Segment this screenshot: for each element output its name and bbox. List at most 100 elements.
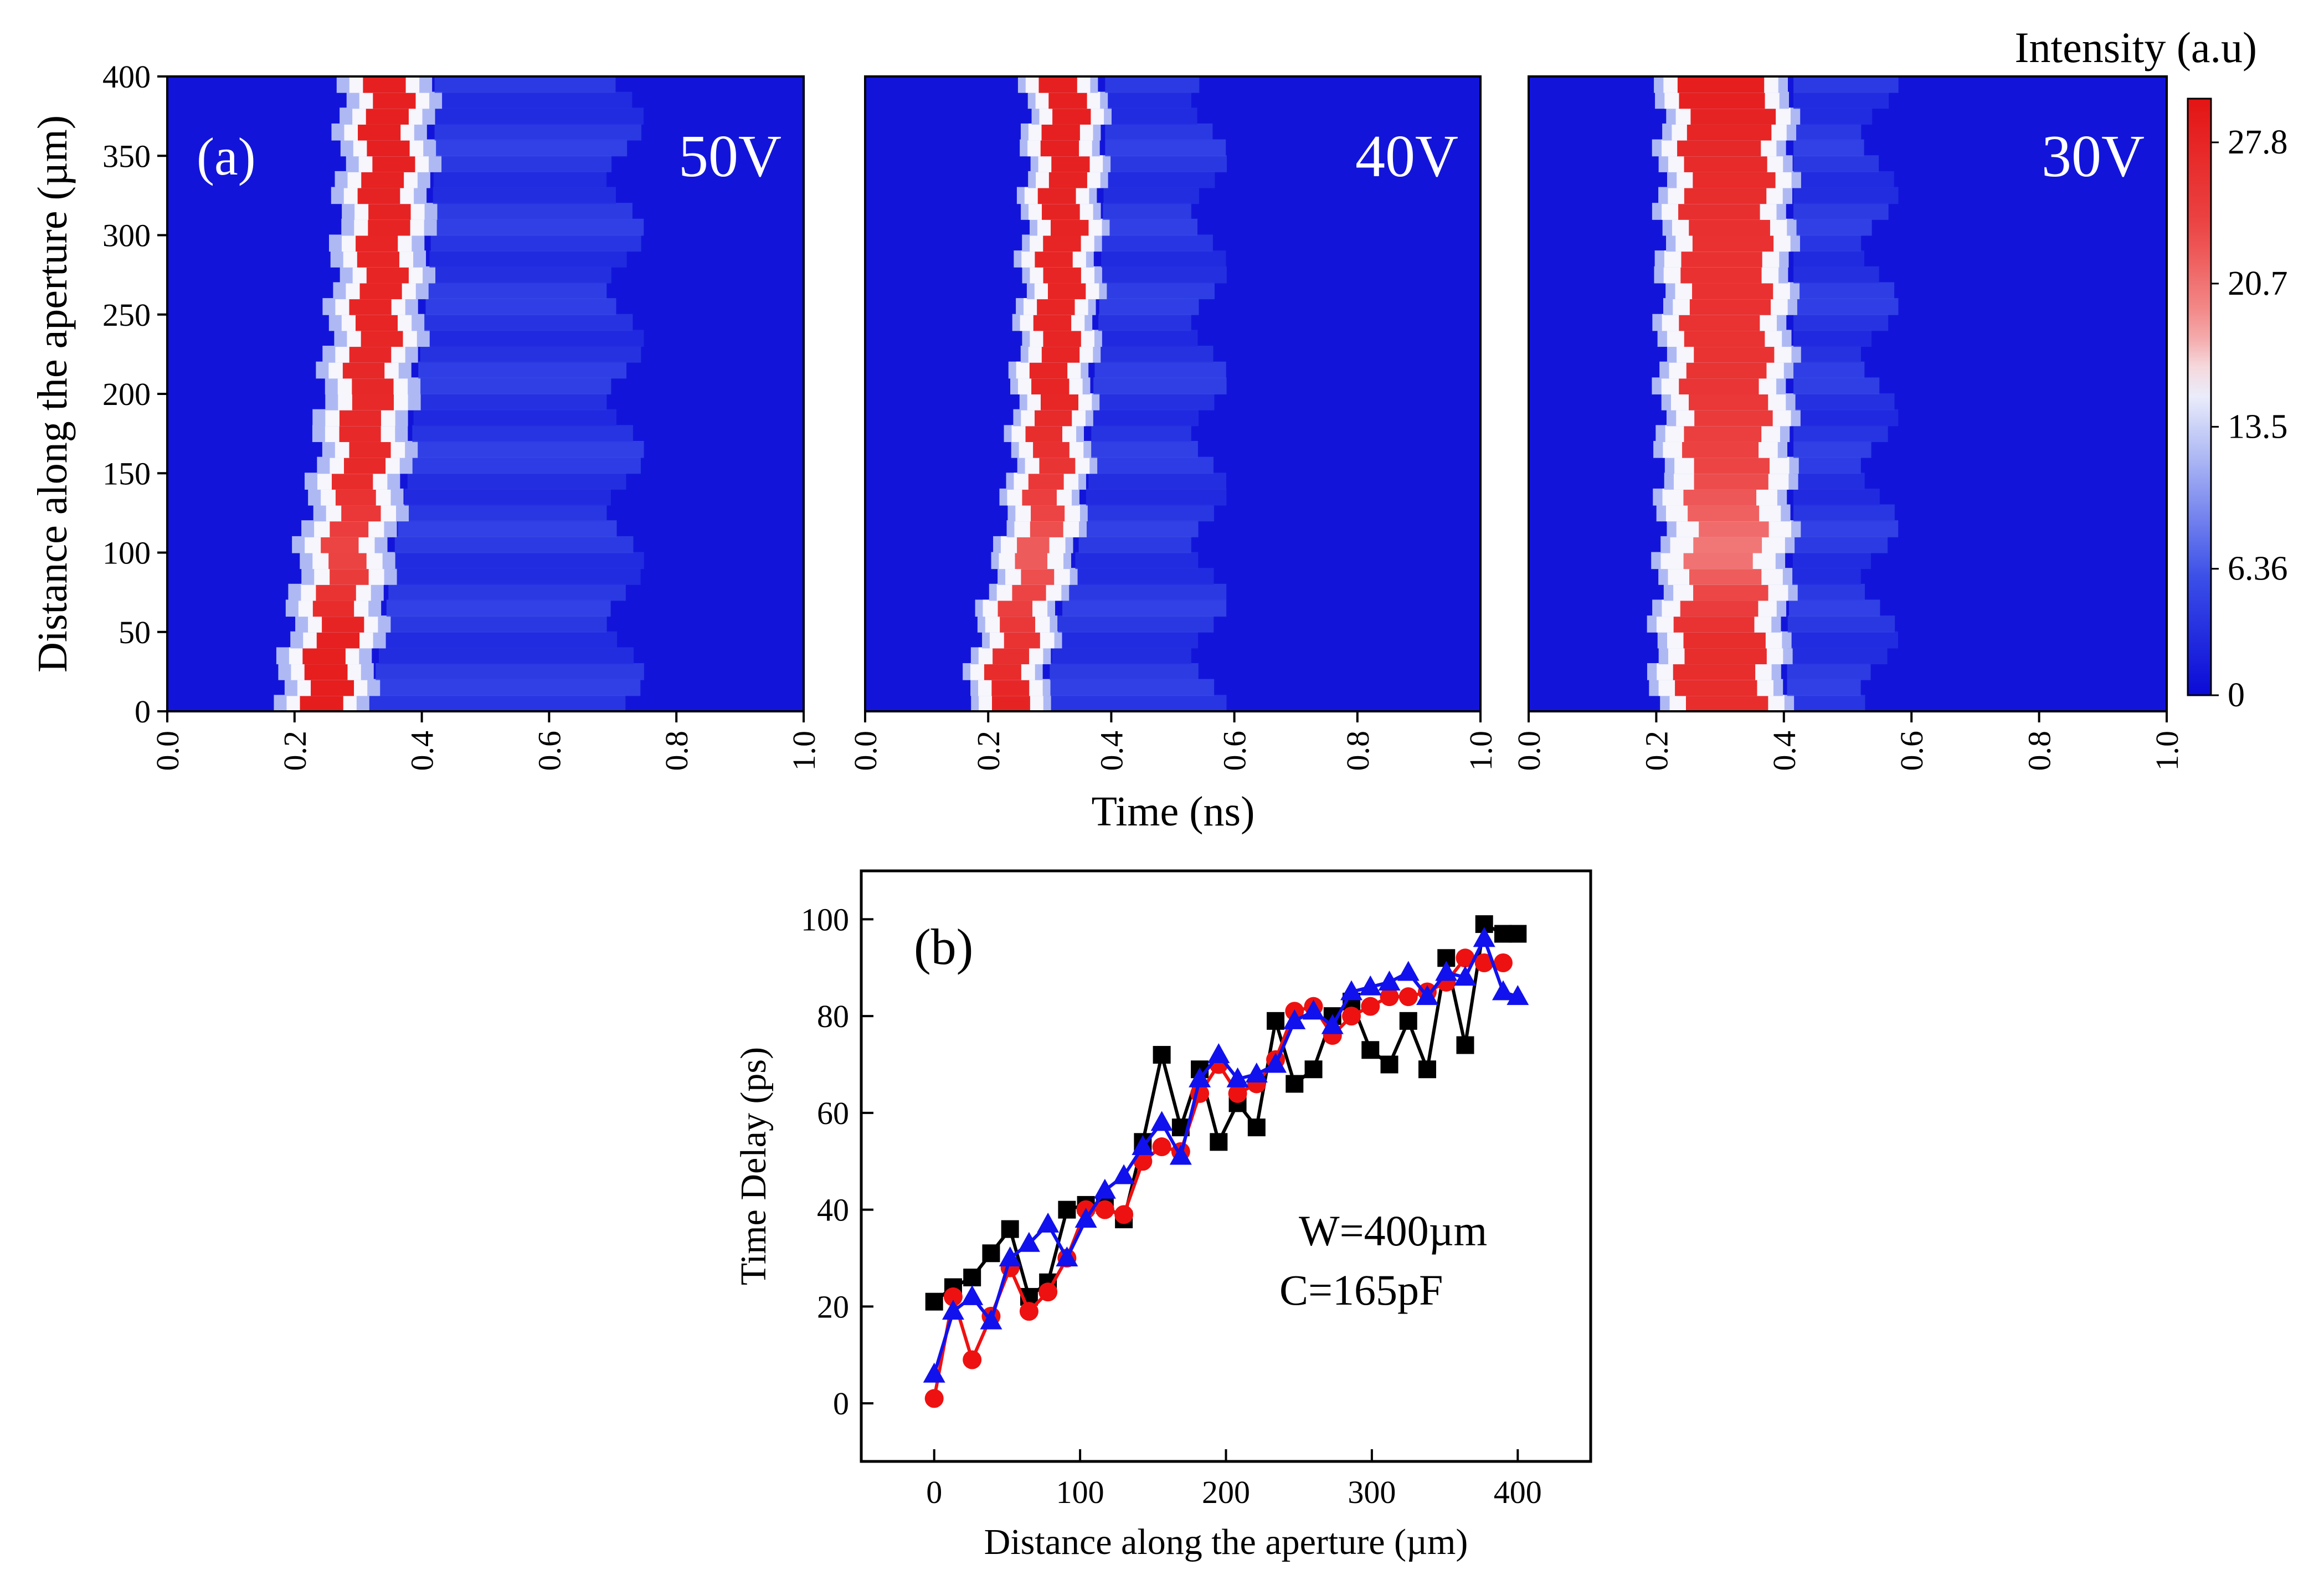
data-point — [980, 1309, 1002, 1330]
heatmap-row — [1667, 520, 1899, 537]
heatmap-row — [301, 568, 641, 585]
x-tick-label: 0.6 — [531, 731, 567, 771]
heatmap-cell — [1694, 409, 1773, 427]
heatmap-cell — [339, 425, 381, 442]
heatmap-cell — [1793, 234, 1862, 252]
heatmap-cell — [1793, 393, 1895, 411]
annotation-width: W=400µm — [1299, 1207, 1487, 1255]
heatmap-cell — [376, 663, 644, 680]
heatmap-figure: 50V 0.0 0.2 0.4 0.6 0.8 1.0 40V 0.0 0.2 0.4 0.6 0.8 1… — [29, 59, 2185, 835]
data-point — [1416, 985, 1438, 1005]
heatmap-cell — [311, 679, 354, 696]
heatmap-row — [301, 520, 617, 537]
heatmap-cell — [1683, 552, 1753, 569]
y-tick-label: 0 — [135, 694, 151, 730]
heatmap-cell — [1103, 187, 1199, 204]
data-point — [1492, 980, 1514, 1001]
heatmap-cell — [300, 695, 343, 711]
data-point — [1093, 1178, 1116, 1199]
heatmap-row — [1658, 647, 1888, 665]
line-chart: 0 100 200 300 400 0 20 40 60 80 100 (b) W=400µm C=165… — [733, 869, 1592, 1562]
heatmap-cell — [1075, 552, 1199, 569]
colorbar-tick-label: 27.8 — [2228, 124, 2288, 161]
heatmap-cell — [366, 107, 409, 125]
data-point — [1264, 1053, 1287, 1073]
data-point — [1267, 1012, 1285, 1030]
heatmap-cell — [1000, 615, 1036, 633]
y-tick-label: 150 — [102, 455, 151, 491]
data-point — [1207, 1043, 1230, 1064]
heatmap-cell — [379, 647, 634, 665]
heatmap-row — [300, 552, 644, 569]
heatmap-cell — [356, 234, 398, 252]
heatmap-cell — [357, 187, 400, 204]
data-point — [942, 1300, 964, 1320]
heatmap-cell — [434, 76, 616, 93]
y-tick-label: 0 — [833, 1386, 849, 1422]
heatmap-cell — [420, 346, 641, 363]
heatmap-row — [1659, 361, 1865, 379]
heatmap-panel-40V: 40V 0.0 0.2 0.4 0.6 0.8 1.0 — [847, 75, 1499, 771]
data-point — [1153, 1046, 1171, 1064]
heatmap-row — [276, 647, 634, 665]
heatmap-panel-30V: 30V 0.0 0.2 0.4 0.6 0.8 1.0 — [1511, 75, 2185, 771]
heatmap-cell — [1682, 440, 1759, 458]
colorbar-tick-label: 6.36 — [2228, 550, 2288, 588]
heatmap-cell — [1048, 91, 1087, 109]
y-tick-label: 350 — [102, 138, 151, 174]
heatmap-cell — [433, 187, 616, 204]
heatmap-cell — [373, 91, 416, 109]
data-point — [1037, 1212, 1060, 1233]
heatmap-cell — [1105, 123, 1213, 141]
heatmap-cell — [431, 218, 644, 236]
data-point — [1473, 927, 1495, 947]
data-point — [1228, 1084, 1247, 1103]
heatmap-cell — [1100, 266, 1227, 284]
heatmap-cell — [409, 456, 641, 474]
heatmap-row — [1020, 123, 1213, 141]
x-tick-label: 0.2 — [970, 731, 1006, 771]
heatmap-row — [1660, 536, 1888, 553]
data-point — [1507, 985, 1529, 1005]
heatmap-row — [1026, 282, 1215, 300]
heatmap-row — [1021, 203, 1191, 220]
data-point — [1474, 953, 1494, 973]
heatmap-cell — [407, 473, 626, 490]
heatmap-row — [1020, 346, 1214, 363]
heatmap-cell — [322, 615, 364, 633]
heatmap-cell — [1039, 456, 1076, 474]
heatmap-row — [288, 583, 626, 601]
heatmap-cell — [1058, 615, 1214, 633]
data-point — [1095, 1200, 1114, 1219]
heatmap-cell — [1012, 583, 1046, 601]
heatmap-row — [971, 695, 1227, 711]
heatmap-row — [1652, 203, 1889, 220]
heatmap-cell — [1793, 536, 1888, 553]
heatmap-cell — [1097, 330, 1198, 347]
heatmap-cell — [1050, 218, 1089, 236]
heatmap-cell — [1793, 346, 1862, 363]
heatmap-row — [1666, 409, 1899, 427]
heatmap-row — [1658, 187, 1899, 204]
heatmap-row — [989, 583, 1227, 601]
heatmap-cell — [341, 504, 381, 522]
heatmap-cell — [1025, 425, 1062, 442]
heatmap-cell — [1033, 440, 1070, 458]
heatmap-cell — [1793, 473, 1865, 490]
heatmap-row — [1006, 473, 1226, 490]
heatmap-cell — [1038, 76, 1077, 93]
heatmap-cell — [1088, 473, 1226, 490]
heatmap-row — [1020, 139, 1226, 157]
data-point — [1058, 1200, 1076, 1219]
heatmap-cell — [384, 615, 607, 633]
heatmap-row — [1014, 250, 1226, 268]
heatmap-row — [1649, 679, 1861, 696]
heatmap-row — [322, 298, 616, 315]
heatmap-row — [313, 504, 607, 522]
heatmap-row — [1006, 520, 1199, 537]
heatmap-cell — [382, 631, 618, 649]
heatmap-cell — [1793, 314, 1889, 331]
heatmap-cell — [398, 520, 617, 537]
heatmap-row — [1661, 393, 1895, 411]
x-axis-title: Time (ns) — [1092, 788, 1255, 835]
